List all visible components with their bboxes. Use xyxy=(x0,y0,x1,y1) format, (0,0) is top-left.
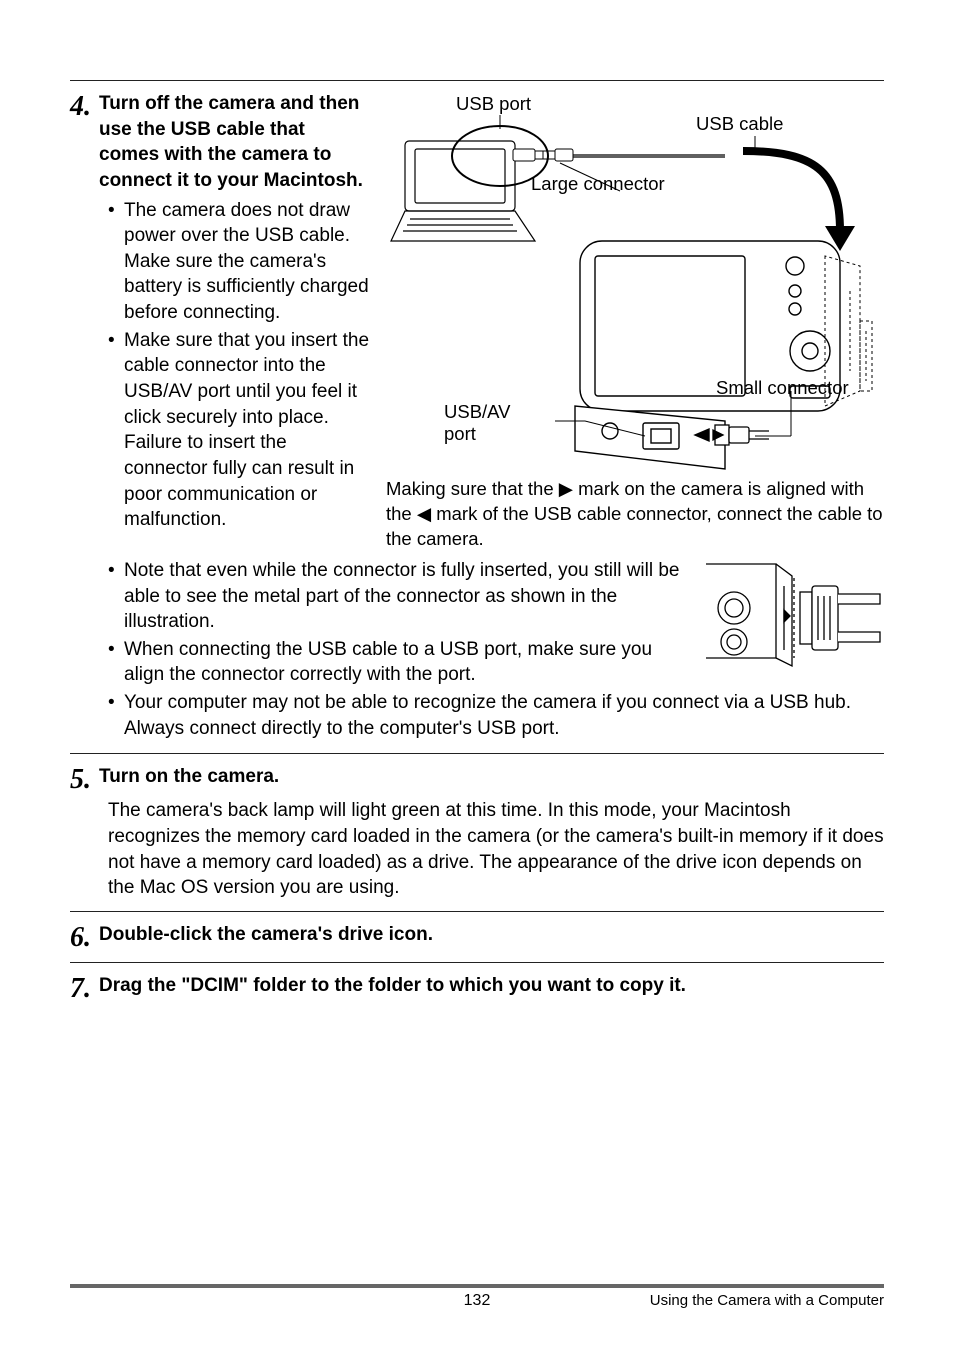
page-number: 132 xyxy=(464,1292,491,1310)
divider xyxy=(70,911,884,912)
step5-title: Turn on the camera. xyxy=(99,764,279,790)
step6-number: 6. xyxy=(70,922,91,952)
step7-number: 7. xyxy=(70,973,91,1003)
footer-section: Using the Camera with a Computer xyxy=(650,1292,884,1309)
step4-bullet: Make sure that you insert the cable conn… xyxy=(108,328,370,533)
label-usb-port: USB port xyxy=(456,93,531,115)
step-6: 6. Double-click the camera's drive icon. xyxy=(70,922,884,952)
step-4: 4. Turn off the camera and then use the … xyxy=(70,91,884,743)
divider xyxy=(70,80,884,81)
step4-bullet: The camera does not draw power over the … xyxy=(108,198,370,326)
page-footer: 132 Using the Camera with a Computer xyxy=(70,1284,884,1309)
step4-bullet: Note that even while the connector is fu… xyxy=(108,558,884,635)
label-usb-cable: USB cable xyxy=(696,113,783,135)
step5-body: The camera's back lamp will light green … xyxy=(70,798,884,901)
step7-title: Drag the "DCIM" folder to the folder to … xyxy=(99,973,686,999)
connection-diagram: USB port USB cable Large connector Small… xyxy=(386,91,884,471)
step4-bullet: Your computer may not be able to recogni… xyxy=(108,690,884,741)
step4-bullet: When connecting the USB cable to a USB p… xyxy=(108,637,884,688)
divider xyxy=(70,753,884,754)
step-5: 5. Turn on the camera. The camera's back… xyxy=(70,764,884,901)
step4-title: Turn off the camera and then use the USB… xyxy=(99,91,370,194)
step5-number: 5. xyxy=(70,764,91,794)
label-usb-av-port-wrap: USB/AVport xyxy=(444,401,524,445)
divider xyxy=(70,962,884,963)
label-large-connector: Large connector xyxy=(531,173,665,195)
step4-number: 4. xyxy=(70,91,91,121)
step6-title: Double-click the camera's drive icon. xyxy=(99,922,433,948)
step-7: 7. Drag the "DCIM" folder to the folder … xyxy=(70,973,884,1003)
diagram-caption: Making sure that the ▶ mark on the camer… xyxy=(386,477,884,552)
label-small-connector: Small connector xyxy=(716,377,849,399)
